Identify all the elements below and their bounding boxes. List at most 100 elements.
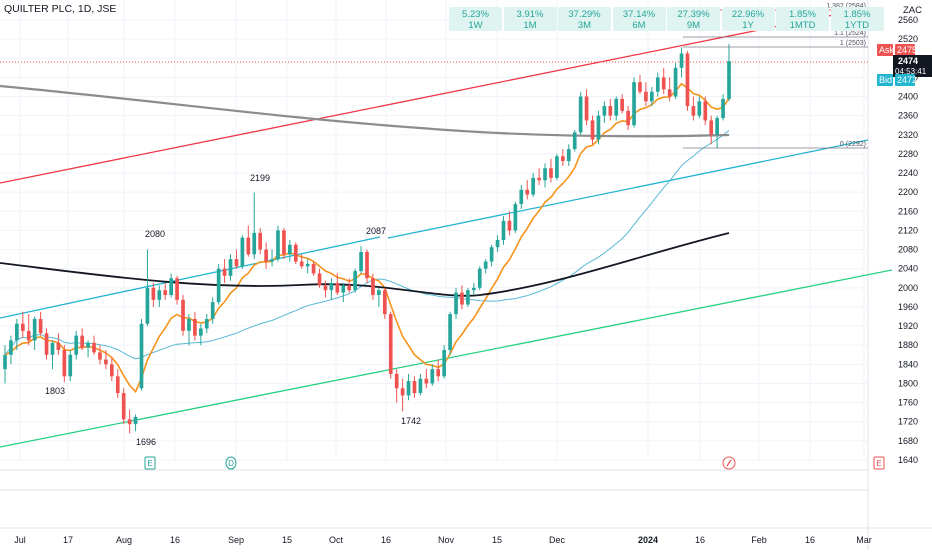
candle-body xyxy=(246,237,251,255)
time-axis: Jul 17 Aug 16 Sep 15 Oct 16 Nov 15 Dec 2024 16 Feb 16 M… xyxy=(0,469,932,545)
performance-value: 27.39% xyxy=(677,9,710,20)
candle-body xyxy=(240,237,245,267)
price-tick-label: 2000 xyxy=(898,283,918,293)
candle-body xyxy=(638,82,642,92)
event-marker xyxy=(144,456,156,470)
price-tick-label: 2400 xyxy=(898,92,918,102)
price-tick-label: 2360 xyxy=(898,111,918,121)
price-tick-label: 1720 xyxy=(898,417,918,427)
time-tick-label: Mar xyxy=(856,535,872,545)
fib-label: 1.382 (2584) xyxy=(826,3,866,10)
candle-body xyxy=(679,53,684,68)
candle-body xyxy=(216,268,221,303)
performance-cell-6m: 37.14% 6M xyxy=(612,7,666,31)
candle-body xyxy=(406,381,411,396)
candle-body xyxy=(620,98,625,111)
candle-body xyxy=(371,278,375,295)
candle-body xyxy=(543,168,547,181)
candle-body xyxy=(127,419,132,425)
time-tick-label: Feb xyxy=(751,535,767,545)
candle-body xyxy=(691,106,696,116)
event-marker xyxy=(873,456,885,470)
candle-body xyxy=(258,232,263,250)
time-tick-label: 2024 xyxy=(638,535,658,545)
candle-body xyxy=(394,373,399,389)
candle-body xyxy=(282,230,286,255)
candle-body xyxy=(44,333,49,355)
candle-body xyxy=(727,61,731,99)
candle-body xyxy=(412,381,417,394)
candle-body xyxy=(454,292,458,315)
time-tick-label: 15 xyxy=(282,535,292,545)
performance-period: 3M xyxy=(577,20,592,31)
candle-body xyxy=(578,96,583,133)
price-tick-label: 2040 xyxy=(898,264,918,274)
candle-body xyxy=(335,283,340,293)
candle-body xyxy=(477,268,482,288)
symbol-title[interactable]: QUILTER PLC, 1D, JSE xyxy=(4,3,117,15)
performance-cell-3m: 37.29% 3M xyxy=(558,7,611,31)
event-marker xyxy=(225,456,237,470)
bid-label-bg xyxy=(877,74,893,86)
time-tick-label: Aug xyxy=(116,535,132,545)
split-icon-slash xyxy=(726,459,732,467)
candle-body xyxy=(655,77,660,92)
candle-body xyxy=(430,369,435,384)
candle-body xyxy=(68,354,73,377)
candle-body xyxy=(400,388,405,396)
candle-body xyxy=(104,359,108,365)
candle-body xyxy=(632,82,636,126)
candle-body xyxy=(501,220,506,240)
candle-body xyxy=(572,132,577,150)
performance-value: 1.85% xyxy=(843,9,871,20)
performance-period: 1YTD xyxy=(844,20,870,31)
price-tick-label: 1840 xyxy=(898,359,918,369)
candle-body xyxy=(293,244,298,262)
candle-body xyxy=(228,259,233,276)
candle-body xyxy=(181,299,185,331)
currency-label[interactable]: ZAC xyxy=(903,5,922,16)
candle-body xyxy=(80,335,84,348)
candle-body xyxy=(685,53,690,107)
price-tick-label: 2200 xyxy=(898,187,918,197)
candle-body xyxy=(703,101,708,121)
candles xyxy=(3,43,731,434)
candle-body xyxy=(317,273,322,286)
price-tick-label: 1920 xyxy=(898,321,918,331)
trend-lines xyxy=(0,7,893,448)
very-long-average-line xyxy=(0,84,730,138)
candle-body xyxy=(650,91,654,102)
price-annotation: 1742 xyxy=(401,416,421,426)
candle-body xyxy=(513,204,518,231)
red-trend-line xyxy=(0,7,869,184)
last-price-bg xyxy=(893,55,932,77)
performance-period: 9M xyxy=(686,20,701,31)
candle-body xyxy=(341,285,346,293)
price-tick-label: 2560 xyxy=(898,15,918,25)
candle-body xyxy=(234,259,239,267)
candle-body xyxy=(276,230,280,260)
candle-body xyxy=(460,292,464,305)
price-axis: 2560252024802440240023602320228022402200… xyxy=(867,0,918,550)
fib-levels: 1.382 (2584) 1.1 (2524) 1 (2503) 0 (2292) xyxy=(683,3,868,149)
price-annotation: 2199 xyxy=(250,173,270,183)
candle-body xyxy=(26,330,31,341)
candle-body xyxy=(448,314,452,350)
candle-body xyxy=(311,263,316,274)
candle-body xyxy=(602,106,607,116)
candle-body xyxy=(614,98,619,116)
countdown-label: 04:53:41 xyxy=(895,67,927,76)
price-tick-label: 1760 xyxy=(898,398,918,408)
time-tick-label: 16 xyxy=(170,535,180,545)
candle-body xyxy=(115,376,120,394)
candle-body xyxy=(697,101,702,116)
candle-body xyxy=(365,251,369,279)
bid-value: 2472 xyxy=(897,75,917,85)
price-annotation: 1696 xyxy=(136,437,156,447)
candle-body xyxy=(198,328,203,336)
candle-body xyxy=(133,416,138,425)
candle-body xyxy=(347,285,352,291)
time-tick-label: 16 xyxy=(695,535,705,545)
